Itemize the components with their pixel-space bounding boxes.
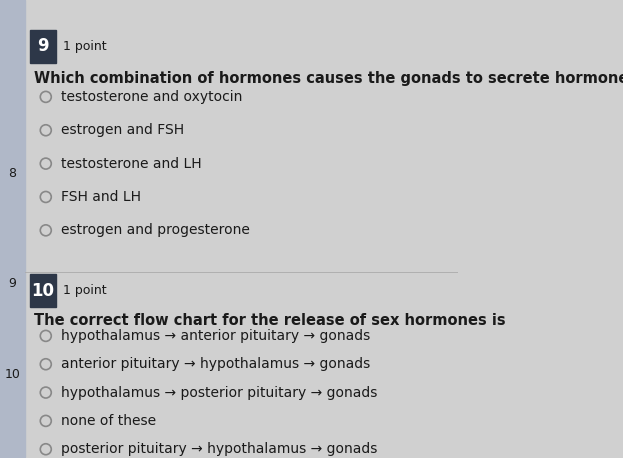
Text: testosterone and oxytocin: testosterone and oxytocin [61, 90, 242, 104]
Text: anterior pituitary → hypothalamus → gonads: anterior pituitary → hypothalamus → gona… [61, 357, 370, 371]
Bar [30, 30, 56, 63]
Text: hypothalamus → anterior pituitary → gonads: hypothalamus → anterior pituitary → gona… [61, 329, 370, 343]
Text: 1 point: 1 point [63, 284, 107, 297]
Bar [0, 0, 25, 457]
Text: 9: 9 [37, 37, 49, 55]
Text: none of these: none of these [61, 414, 156, 428]
Text: 9: 9 [9, 277, 17, 290]
Text: 10: 10 [32, 282, 55, 300]
Text: 1 point: 1 point [63, 40, 107, 53]
Text: testosterone and LH: testosterone and LH [61, 157, 201, 170]
Text: estrogen and progesterone: estrogen and progesterone [61, 224, 250, 237]
Bar [30, 274, 56, 307]
Text: Which combination of hormones causes the gonads to secrete hormones?: Which combination of hormones causes the… [34, 71, 623, 86]
Text: 8: 8 [9, 167, 17, 180]
Text: posterior pituitary → hypothalamus → gonads: posterior pituitary → hypothalamus → gon… [61, 442, 378, 456]
Text: hypothalamus → posterior pituitary → gonads: hypothalamus → posterior pituitary → gon… [61, 386, 378, 399]
Text: FSH and LH: FSH and LH [61, 190, 141, 204]
Text: 10: 10 [4, 368, 21, 381]
Text: The correct flow chart for the release of sex hormones is: The correct flow chart for the release o… [34, 313, 506, 328]
Text: estrogen and FSH: estrogen and FSH [61, 123, 184, 137]
